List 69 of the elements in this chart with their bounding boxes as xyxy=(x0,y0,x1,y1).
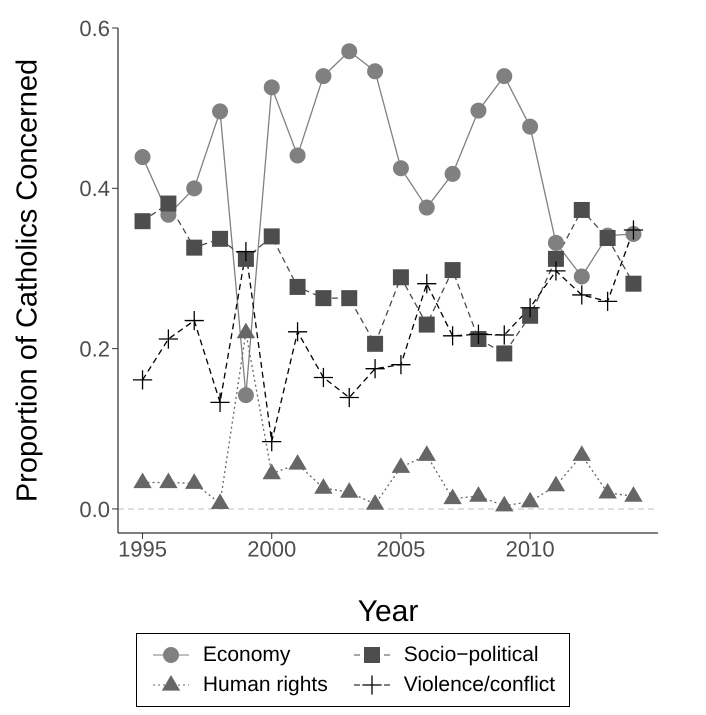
x-axis-title: Year xyxy=(358,595,418,628)
point xyxy=(392,457,410,473)
point xyxy=(572,445,591,461)
y-tick-label: 0.0 xyxy=(79,496,110,522)
point xyxy=(210,493,230,509)
point xyxy=(495,496,514,512)
point xyxy=(392,160,409,176)
point xyxy=(134,213,151,230)
point xyxy=(548,250,564,267)
point xyxy=(315,290,332,306)
point xyxy=(625,276,642,292)
point xyxy=(186,240,202,256)
point xyxy=(290,278,306,295)
point xyxy=(262,464,281,480)
x-tick-label: 2000 xyxy=(247,536,296,562)
point xyxy=(548,234,564,251)
point xyxy=(315,68,332,84)
point xyxy=(288,454,307,470)
point xyxy=(443,488,462,504)
point xyxy=(264,228,280,244)
legend-label: Violence/conflict xyxy=(404,673,556,697)
point xyxy=(367,63,384,80)
x-tick-label: 1995 xyxy=(118,536,168,562)
point xyxy=(418,200,435,216)
point xyxy=(238,387,254,404)
y-axis-title: Proportion of Catholics Concerned xyxy=(11,58,44,502)
y-tick-label: 0.4 xyxy=(79,176,110,202)
point xyxy=(264,79,280,96)
point xyxy=(290,147,306,164)
point xyxy=(160,196,176,212)
point xyxy=(496,68,512,84)
point xyxy=(341,290,358,306)
point xyxy=(340,482,358,498)
point xyxy=(366,494,384,510)
point xyxy=(392,269,409,286)
point xyxy=(470,102,486,119)
point xyxy=(236,322,256,338)
point xyxy=(314,478,333,494)
y-tick-label: 0.6 xyxy=(79,16,110,41)
point xyxy=(522,308,538,324)
point xyxy=(546,476,566,492)
legend-label: Human rights xyxy=(202,673,328,697)
point xyxy=(444,262,461,278)
point xyxy=(367,336,384,352)
point xyxy=(186,180,202,196)
point xyxy=(418,445,436,461)
point xyxy=(598,482,617,499)
point xyxy=(341,43,358,60)
x-tick-label: 2005 xyxy=(376,536,426,562)
point xyxy=(159,472,178,488)
point xyxy=(522,118,538,135)
y-tick-label: 0.2 xyxy=(79,336,110,362)
point xyxy=(212,230,228,247)
point xyxy=(185,473,204,489)
point xyxy=(574,202,590,218)
point xyxy=(418,316,435,333)
point xyxy=(134,149,151,166)
point xyxy=(469,486,488,502)
point xyxy=(574,268,590,284)
point xyxy=(444,166,461,182)
point xyxy=(520,492,540,508)
point xyxy=(624,486,643,502)
point xyxy=(133,472,152,488)
point xyxy=(212,103,228,120)
legend-label: Economy xyxy=(202,643,290,667)
legend-label: Socio−political xyxy=(404,643,539,667)
point xyxy=(496,345,512,362)
point xyxy=(600,230,616,246)
x-tick-label: 2010 xyxy=(506,536,555,562)
